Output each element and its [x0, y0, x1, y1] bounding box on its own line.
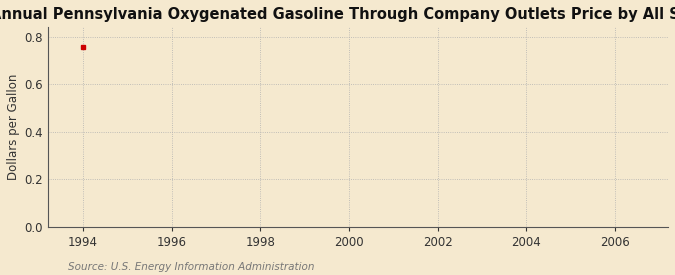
- Title: Annual Pennsylvania Oxygenated Gasoline Through Company Outlets Price by All Sel: Annual Pennsylvania Oxygenated Gasoline …: [0, 7, 675, 22]
- Text: Source: U.S. Energy Information Administration: Source: U.S. Energy Information Administ…: [68, 262, 314, 272]
- Y-axis label: Dollars per Gallon: Dollars per Gallon: [7, 74, 20, 180]
